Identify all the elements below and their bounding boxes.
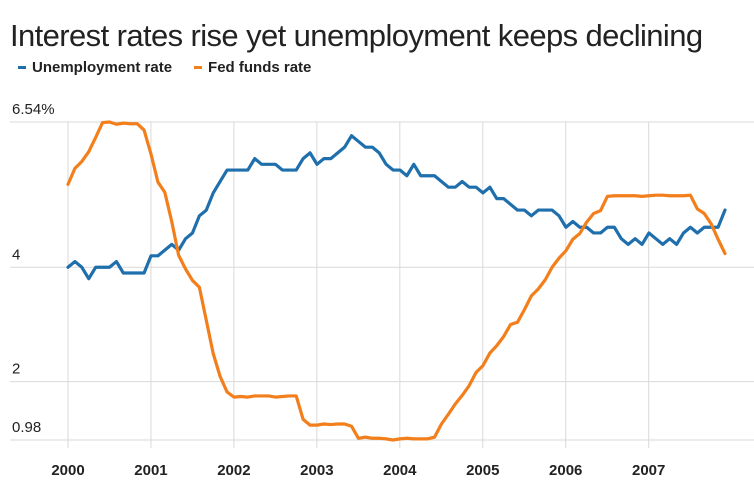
- x-tick-label: 2000: [51, 462, 84, 479]
- y-tick-label: 4: [12, 246, 20, 263]
- x-tick-label: 2003: [300, 462, 333, 479]
- y-tick-label: 6.54%: [12, 101, 55, 118]
- x-tick-label: 2004: [383, 462, 417, 479]
- x-tick-label: 2007: [632, 462, 665, 479]
- legend-item-fed-funds: Fed funds rate: [194, 59, 311, 76]
- series-line-unemployment: [66, 134, 727, 281]
- y-tick-label: 2: [12, 361, 20, 378]
- x-tick-label: 2006: [549, 462, 582, 479]
- x-tick-label: 2002: [217, 462, 250, 479]
- legend: Unemployment rate Fed funds rate: [18, 59, 311, 76]
- legend-label-fed-funds: Fed funds rate: [208, 59, 312, 76]
- x-tick-label: 2005: [466, 462, 499, 479]
- legend-label-unemployment: Unemployment rate: [32, 59, 173, 76]
- series-line-fed-funds: [66, 120, 727, 442]
- legend-swatch-fed-funds: [194, 66, 203, 69]
- x-tick-label: 2001: [134, 462, 167, 479]
- legend-swatch-unemployment: [18, 66, 26, 69]
- y-tick-label: 0.98: [12, 419, 41, 436]
- legend-item-unemployment: Unemployment rate: [18, 59, 172, 76]
- chart-title: Interest rates rise yet unemployment kee…: [10, 18, 703, 53]
